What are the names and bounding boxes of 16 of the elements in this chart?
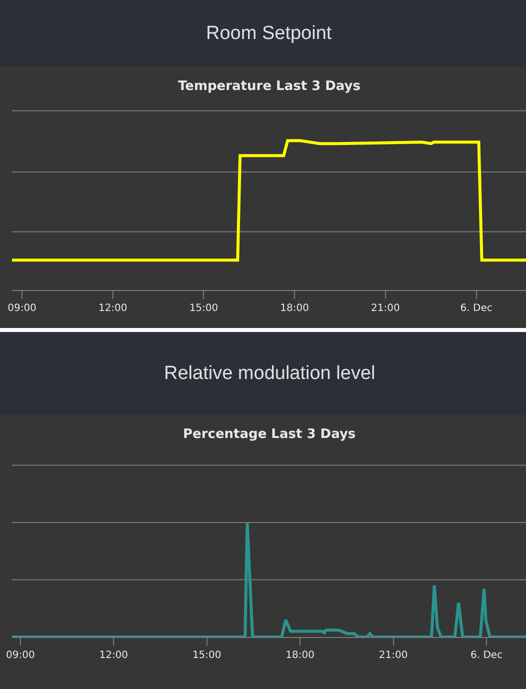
x-tick-label: 18:00 bbox=[286, 650, 314, 661]
x-tick-label: 18:00 bbox=[280, 303, 310, 314]
x-tick-label: 21:00 bbox=[378, 650, 408, 661]
x-tick-label: 6. Dec bbox=[470, 650, 503, 661]
x-tick-label: 15:00 bbox=[192, 650, 222, 661]
x-tick-label: 09:00 bbox=[8, 303, 36, 314]
chart-subtitle: Percentage Last 3 Days bbox=[183, 427, 356, 442]
x-tick-label: 12:00 bbox=[98, 303, 128, 314]
chart-title: Relative modulation level bbox=[164, 363, 376, 384]
x-tick-label: 15:00 bbox=[189, 303, 218, 314]
chart-title: Room Setpoint bbox=[206, 23, 332, 44]
x-tick-label: 09:00 bbox=[6, 650, 35, 661]
x-tick-label: 12:00 bbox=[99, 650, 128, 661]
chart-subtitle: Temperature Last 3 Days bbox=[178, 79, 361, 94]
x-tick-label: 21:00 bbox=[371, 303, 400, 314]
x-tick-label: 6. Dec bbox=[460, 303, 492, 314]
